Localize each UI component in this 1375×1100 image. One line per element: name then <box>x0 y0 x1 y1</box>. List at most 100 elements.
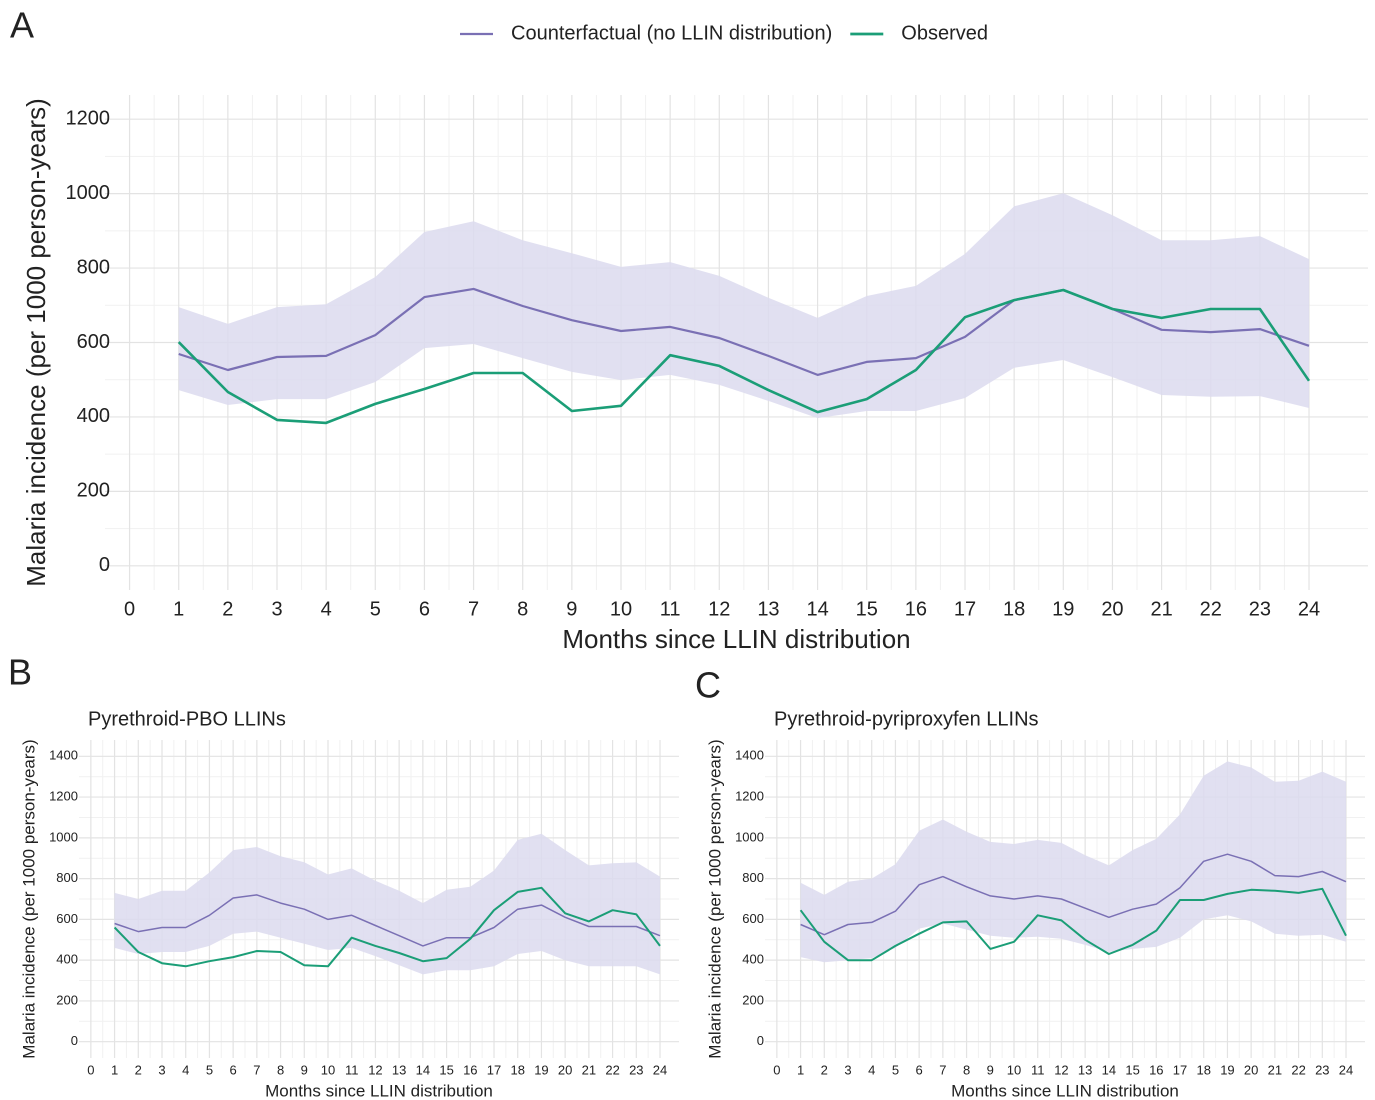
x-tick-label: 21 <box>1268 1062 1282 1077</box>
x-tick-label: 24 <box>653 1062 667 1077</box>
x-tick-label: 0 <box>124 598 135 620</box>
x-tick-label: 23 <box>629 1062 643 1077</box>
x-tick-label: 3 <box>158 1062 165 1077</box>
x-tick-label: 18 <box>1197 1062 1211 1077</box>
y-tick-label: 400 <box>77 405 110 427</box>
x-tick-label: 17 <box>954 598 976 620</box>
x-tick-label: 20 <box>558 1062 572 1077</box>
y-tick-label: 600 <box>56 911 78 926</box>
x-tick-label: 17 <box>1173 1062 1187 1077</box>
x-tick-label: 20 <box>1244 1062 1258 1077</box>
x-tick-label: 0 <box>87 1062 94 1077</box>
confidence-band <box>178 193 1310 419</box>
x-tick-label: 19 <box>1220 1062 1234 1077</box>
x-tick-label: 0 <box>773 1062 780 1077</box>
x-tick-label: 13 <box>1078 1062 1092 1077</box>
x-tick-label: 21 <box>582 1062 596 1077</box>
y-tick-label: 1400 <box>735 748 764 763</box>
x-tick-label: 20 <box>1101 598 1123 620</box>
x-tick-label: 6 <box>230 1062 237 1077</box>
y-tick-label: 200 <box>742 992 764 1007</box>
x-tick-label: 14 <box>806 598 828 620</box>
y-tick-label: 400 <box>56 952 78 967</box>
x-tick-label: 5 <box>206 1062 213 1077</box>
x-tick-label: 2 <box>222 598 233 620</box>
x-tick-label: 8 <box>963 1062 970 1077</box>
series-line <box>177 288 1311 425</box>
y-axis-label: Malaria incidence (per 1000 person-years… <box>19 739 38 1058</box>
chart-title: Pyrethroid-pyriproxyfen LLINs <box>774 708 1039 730</box>
x-tick-label: 8 <box>517 598 528 620</box>
x-tick-label: 12 <box>368 1062 382 1077</box>
legend-label: Observed <box>901 22 988 44</box>
y-tick-label: 0 <box>757 1033 764 1048</box>
series-line <box>800 853 1347 936</box>
series-line <box>178 287 1310 376</box>
y-tick-label: 800 <box>742 870 764 885</box>
y-tick-label: 1400 <box>49 748 78 763</box>
y-tick-label: 1000 <box>66 182 111 204</box>
x-tick-label: 7 <box>468 598 479 620</box>
x-tick-label: 16 <box>905 598 927 620</box>
x-tick-label: 19 <box>1052 598 1074 620</box>
x-axis-label: Months since LLIN distribution <box>951 1081 1179 1100</box>
x-tick-label: 10 <box>1007 1062 1021 1077</box>
panel-label: C <box>695 665 721 706</box>
y-tick-label: 0 <box>71 1033 78 1048</box>
x-tick-label: 3 <box>271 598 282 620</box>
legend-label: Counterfactual (no LLIN distribution) <box>511 22 832 44</box>
y-tick-label: 0 <box>99 554 110 576</box>
legend-item: Observed <box>850 22 988 44</box>
y-axis-label: Malaria incidence (per 1000 person-years… <box>705 739 724 1058</box>
x-tick-label: 5 <box>370 598 381 620</box>
x-axis-label: Months since LLIN distribution <box>562 624 910 654</box>
x-tick-label: 1 <box>797 1062 804 1077</box>
confidence-band <box>800 761 1346 963</box>
x-tick-label: 7 <box>939 1062 946 1077</box>
confidence-band <box>114 833 661 975</box>
x-tick-label: 22 <box>1291 1062 1305 1077</box>
x-tick-label: 5 <box>892 1062 899 1077</box>
series-line <box>113 886 661 968</box>
x-tick-label: 4 <box>321 598 332 620</box>
y-tick-label: 200 <box>56 992 78 1007</box>
x-tick-label: 1 <box>111 1062 118 1077</box>
x-tick-label: 24 <box>1339 1062 1353 1077</box>
series-line <box>114 894 661 947</box>
x-tick-label: 13 <box>757 598 779 620</box>
x-tick-label: 3 <box>844 1062 851 1077</box>
x-tick-label: 13 <box>392 1062 406 1077</box>
x-tick-label: 19 <box>534 1062 548 1077</box>
x-tick-label: 2 <box>135 1062 142 1077</box>
y-tick-label: 800 <box>56 870 78 885</box>
y-tick-label: 1200 <box>735 789 764 804</box>
x-tick-label: 9 <box>301 1062 308 1077</box>
y-tick-label: 800 <box>77 256 110 278</box>
x-tick-label: 2 <box>821 1062 828 1077</box>
x-tick-label: 15 <box>1125 1062 1139 1077</box>
x-tick-label: 7 <box>253 1062 260 1077</box>
x-tick-label: 11 <box>660 598 681 620</box>
x-tick-label: 9 <box>566 598 577 620</box>
y-axis-label: Malaria incidence (per 1000 person-years… <box>21 98 51 586</box>
x-axis-label: Months since LLIN distribution <box>265 1081 493 1100</box>
x-tick-label: 18 <box>511 1062 525 1077</box>
x-tick-label: 6 <box>419 598 430 620</box>
x-tick-label: 11 <box>345 1062 359 1077</box>
panel-label: B <box>8 652 32 693</box>
x-tick-label: 14 <box>416 1062 430 1077</box>
y-tick-label: 1200 <box>66 107 111 129</box>
chart-title: Pyrethroid-PBO LLINs <box>88 708 286 730</box>
x-tick-label: 11 <box>1031 1062 1045 1077</box>
x-tick-label: 21 <box>1150 598 1172 620</box>
x-tick-label: 4 <box>182 1062 189 1077</box>
panel-label: A <box>10 5 34 46</box>
y-tick-label: 1200 <box>49 789 78 804</box>
x-tick-label: 12 <box>708 598 730 620</box>
x-tick-label: 15 <box>856 598 878 620</box>
y-tick-label: 1000 <box>735 829 764 844</box>
x-tick-label: 22 <box>1200 598 1222 620</box>
